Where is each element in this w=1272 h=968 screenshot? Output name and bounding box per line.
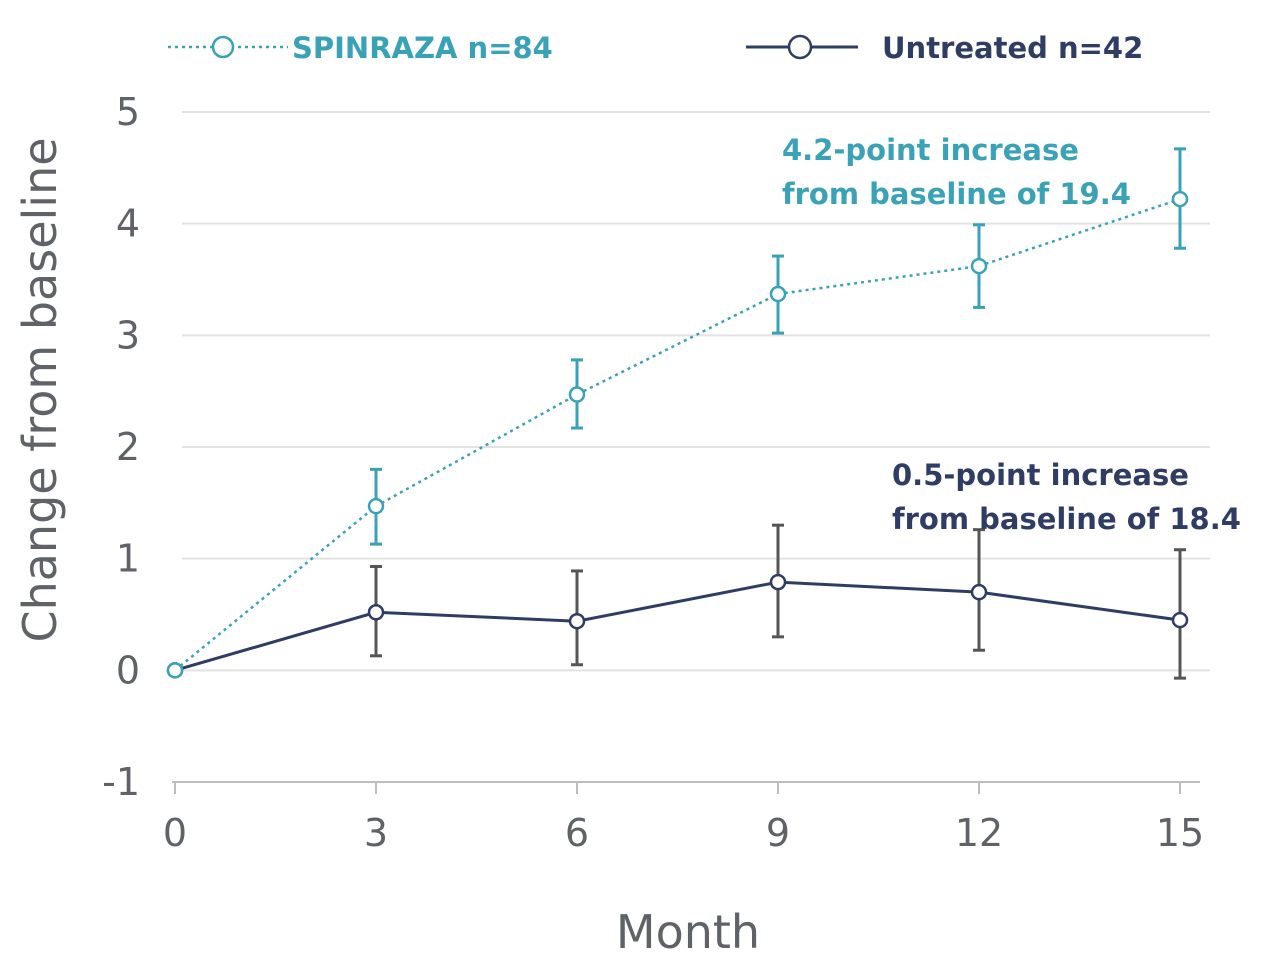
y-tick-label-4: 3 xyxy=(116,313,140,357)
legend-item-spinraza: SPINRAZA n=84 xyxy=(168,31,553,65)
gridlines xyxy=(182,111,1210,672)
x-axis-title: Month xyxy=(616,905,760,959)
x-tick-label-2: 6 xyxy=(565,811,589,855)
x-tick-label-3: 9 xyxy=(766,811,790,855)
point-spinraza-4 xyxy=(970,257,988,275)
series-spinraza xyxy=(166,147,1189,679)
y-tick-label-2: 1 xyxy=(116,537,140,581)
legend: SPINRAZA n=84 Untreated n=42 xyxy=(168,31,1143,65)
point-untreated-5 xyxy=(1171,611,1189,629)
y-tick-label-1: 0 xyxy=(116,648,140,692)
x-tick-label-4: 12 xyxy=(955,811,1003,855)
series xyxy=(166,147,1189,680)
point-spinraza-3 xyxy=(769,285,787,303)
point-spinraza-1 xyxy=(367,497,385,515)
series-line-spinraza xyxy=(174,197,1181,672)
legend-item-untreated: Untreated n=42 xyxy=(746,31,1143,65)
legend-marker-spinraza xyxy=(211,35,235,59)
x-tick-label-5: 15 xyxy=(1156,811,1204,855)
annotation-spinraza-line-2: from baseline of 19.4 xyxy=(782,177,1131,211)
x-tick-label-0: 0 xyxy=(163,811,187,855)
annotation-untreated-line-2: from baseline of 18.4 xyxy=(892,502,1241,536)
point-untreated-4 xyxy=(970,583,988,601)
y-axis-title: Change from baseline xyxy=(13,137,67,642)
point-spinraza-5 xyxy=(1171,190,1189,208)
annotation-spinraza: 4.2-point increase from baseline of 19.4 xyxy=(782,133,1131,211)
y-tick-label-3: 2 xyxy=(116,425,140,469)
point-spinraza-2 xyxy=(568,386,586,403)
point-untreated-1 xyxy=(367,604,385,621)
point-untreated-2 xyxy=(568,612,586,630)
legend-label-spinraza: SPINRAZA n=84 xyxy=(292,31,553,65)
annotation-untreated: 0.5-point increase from baseline of 18.4 xyxy=(892,458,1241,536)
legend-label-untreated: Untreated n=42 xyxy=(882,31,1143,65)
annotation-spinraza-line-1: 4.2-point increase xyxy=(782,133,1079,167)
y-tick-label-6: 5 xyxy=(116,90,140,134)
y-tick-label-5: 4 xyxy=(116,202,140,246)
annotation-untreated-line-1: 0.5-point increase xyxy=(892,458,1189,492)
point-untreated-3 xyxy=(769,573,787,591)
legend-marker-untreated xyxy=(787,34,813,60)
series-untreated xyxy=(166,523,1189,680)
point-spinraza-0 xyxy=(166,662,184,679)
x-tick-label-1: 3 xyxy=(364,811,388,855)
series-line-untreated xyxy=(174,580,1181,672)
y-tick-label-0: -1 xyxy=(102,760,140,804)
